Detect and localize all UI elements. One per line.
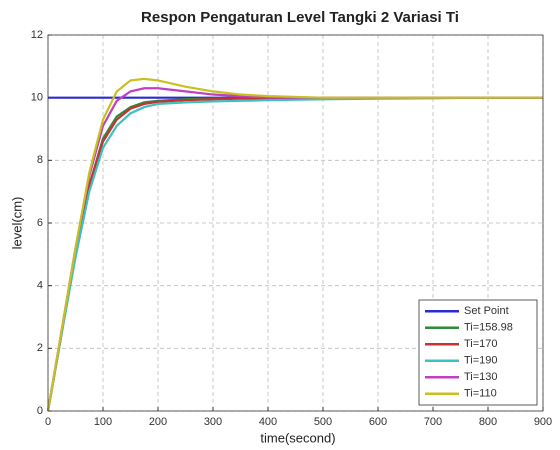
y-tick-label: 2: [37, 342, 43, 354]
legend-box: [418, 299, 538, 406]
chart-title: Respon Pengaturan Level Tangki 2 Variasi…: [141, 9, 459, 26]
legend-label: Ti=110: [464, 388, 497, 400]
y-tick-label: 6: [37, 217, 43, 229]
y-tick-label: 10: [31, 92, 43, 104]
legend-label: Ti=190: [464, 355, 498, 367]
y-axis-label: level(cm): [9, 197, 24, 250]
legend: Set Point Ti=158.98 Ti=170 Ti=190 Ti=130 Ti=1…: [418, 299, 538, 406]
series-line: [46, 77, 543, 412]
y-tick-label: 12: [31, 29, 43, 41]
y-tick-label: 4: [37, 280, 43, 292]
legend-label: Set Point: [464, 305, 509, 317]
x-tick-label: 900: [534, 416, 552, 428]
x-tick-label: 0: [45, 416, 51, 428]
y-tick-label: 0: [37, 405, 43, 417]
x-tick-label: 500: [314, 416, 332, 428]
x-tick-label: 200: [149, 416, 167, 428]
x-tick-label: 100: [94, 416, 112, 428]
x-tick-label: 400: [259, 416, 277, 428]
x-tick-label: 700: [424, 416, 442, 428]
plot-frame: [47, 34, 544, 412]
y-tick-label: 8: [37, 154, 43, 166]
legend-label: Ti=158.98: [464, 322, 513, 334]
legend-label: Ti=130: [464, 371, 498, 383]
x-tick-label: 300: [204, 416, 222, 428]
x-axis-label: time(second): [260, 430, 335, 445]
x-tick-label: 600: [369, 416, 387, 428]
x-tick-label: 800: [479, 416, 497, 428]
legend-label: Ti=170: [464, 338, 498, 350]
